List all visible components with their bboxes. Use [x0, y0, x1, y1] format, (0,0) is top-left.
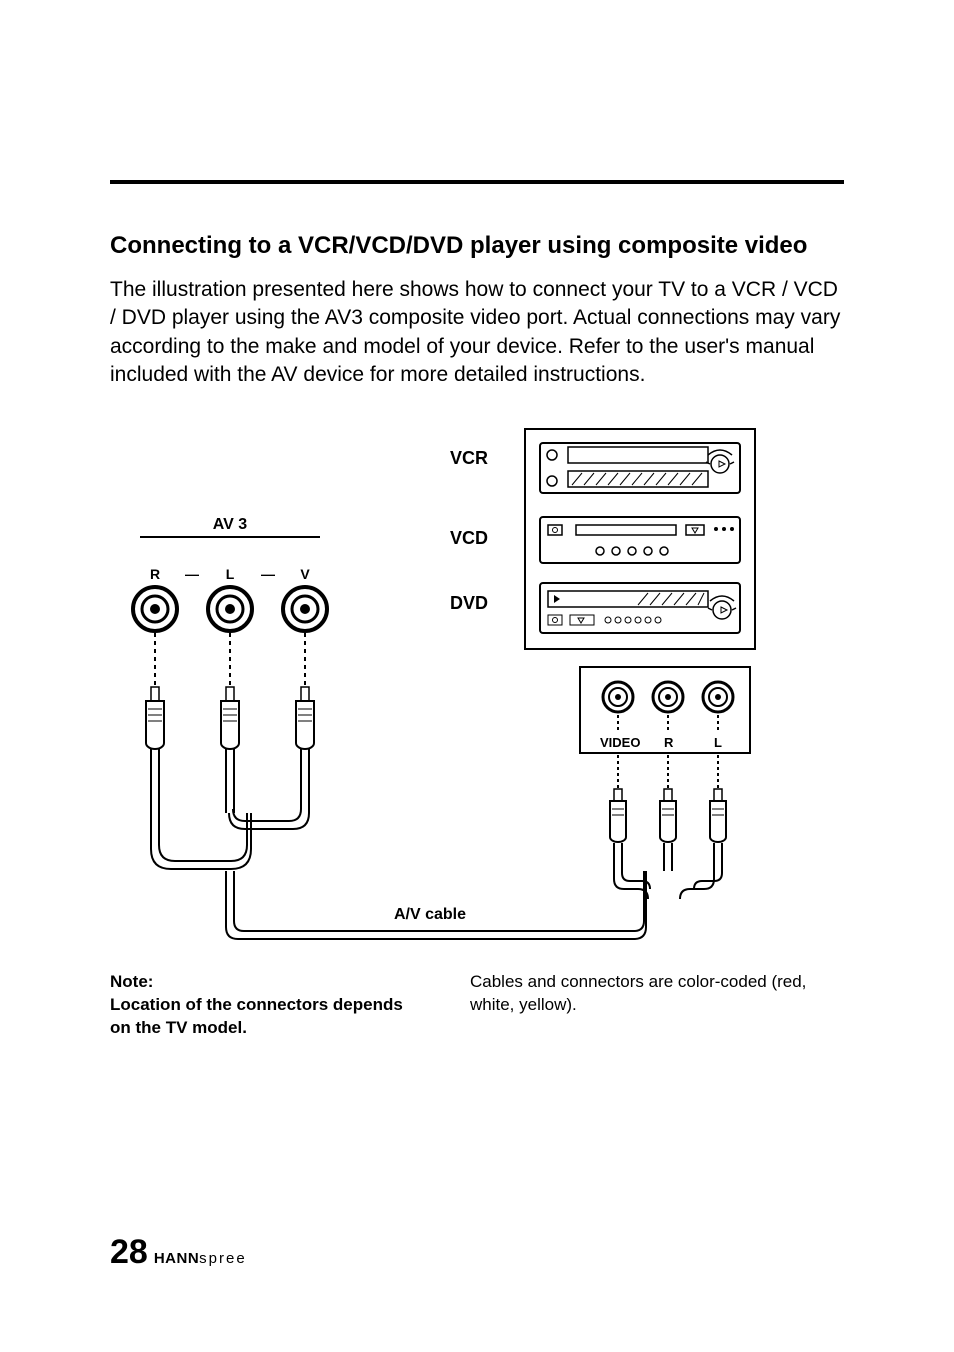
jack-dash-1: —: [261, 566, 275, 582]
dev-plug-r: [660, 789, 676, 842]
brand-light: spree: [199, 1250, 247, 1267]
output-label-video: VIDEO: [600, 735, 640, 750]
tv-plug-r: [146, 687, 164, 749]
note-left-text: Location of the connectors depends on th…: [110, 994, 410, 1040]
cable-tv-side: [151, 749, 309, 869]
tv-jack-l: [208, 587, 252, 631]
dev-plug-video: [610, 789, 626, 842]
diagram-svg: AV 3 R — L — V: [110, 419, 850, 959]
cable-dev-side: [614, 843, 722, 899]
jack-label-r: R: [150, 566, 160, 582]
note-right-text: Cables and connectors are color-coded (r…: [470, 971, 844, 1017]
jack-label-l: L: [226, 566, 235, 582]
device-label-dvd: DVD: [450, 593, 488, 613]
vcr-device: [540, 443, 740, 493]
top-horizontal-rule: [110, 180, 844, 184]
tv-jack-v: [283, 587, 327, 631]
main-cable: [226, 871, 646, 939]
body-paragraph: The illustration presented here shows ho…: [110, 276, 844, 389]
device-label-vcr: VCR: [450, 448, 488, 468]
page-footer: 28 HANNspree: [110, 1233, 247, 1272]
brand-logo: HANNspree: [154, 1250, 247, 1267]
jack-dash-0: —: [185, 566, 199, 582]
output-label-r: R: [664, 735, 674, 750]
dev-plug-l: [710, 789, 726, 842]
dvd-device: [540, 583, 740, 633]
note-heading: Note:: [110, 971, 410, 994]
section-heading: Connecting to a VCR/VCD/DVD player using…: [110, 232, 844, 260]
tv-jack-r: [133, 587, 177, 631]
av-group-label: AV 3: [213, 516, 247, 533]
note-row: Note: Location of the connectors depends…: [110, 971, 844, 1040]
tv-plug-l: [221, 687, 239, 749]
vcd-device: [540, 517, 740, 563]
page-number: 28: [110, 1233, 148, 1272]
cable-label: A/V cable: [394, 906, 466, 923]
connection-diagram: AV 3 R — L — V: [110, 419, 844, 959]
tv-plug-v: [296, 687, 314, 749]
output-label-l: L: [714, 735, 722, 750]
jack-label-v: V: [300, 566, 310, 582]
brand-bold: HANN: [154, 1250, 199, 1267]
device-label-vcd: VCD: [450, 528, 488, 548]
